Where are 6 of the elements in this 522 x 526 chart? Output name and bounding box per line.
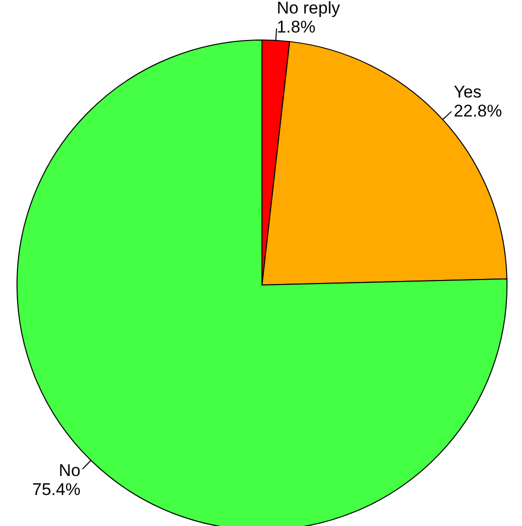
slice-label: Yes <box>454 82 482 102</box>
data-label: 75.4% <box>32 480 80 500</box>
data-label: 22.8% <box>454 101 502 120</box>
slice-label: No <box>58 461 80 480</box>
data-label: 1.8% <box>276 17 316 36</box>
slice-label: No reply <box>276 0 340 18</box>
